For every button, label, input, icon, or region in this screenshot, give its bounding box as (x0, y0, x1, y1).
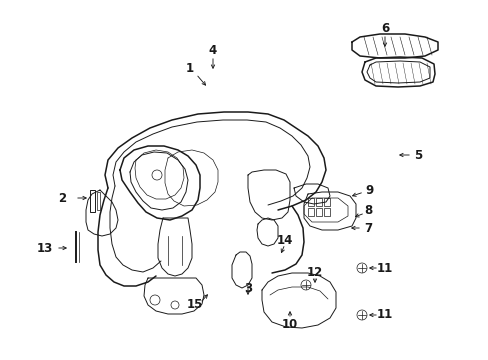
Bar (315, 198, 321, 206)
Text: 11: 11 (376, 309, 392, 321)
Text: 15: 15 (186, 298, 203, 311)
Text: 4: 4 (208, 44, 217, 57)
Text: 11: 11 (376, 261, 392, 274)
Text: 9: 9 (365, 184, 373, 197)
Text: 8: 8 (363, 203, 371, 216)
Bar (90, 190, 95, 212)
Text: 3: 3 (244, 282, 251, 294)
Bar (307, 198, 313, 206)
Text: 7: 7 (363, 221, 371, 234)
Bar (97, 192, 100, 210)
Text: 12: 12 (306, 266, 323, 279)
Bar (307, 208, 313, 216)
Text: 2: 2 (58, 192, 66, 204)
Text: 1: 1 (185, 62, 194, 75)
Text: 6: 6 (380, 22, 388, 35)
Text: 10: 10 (281, 319, 298, 332)
Text: 13: 13 (37, 242, 53, 255)
Bar (324, 208, 329, 216)
Text: 14: 14 (276, 234, 293, 247)
Bar (315, 208, 321, 216)
Text: 5: 5 (413, 149, 421, 162)
Bar (324, 198, 329, 206)
